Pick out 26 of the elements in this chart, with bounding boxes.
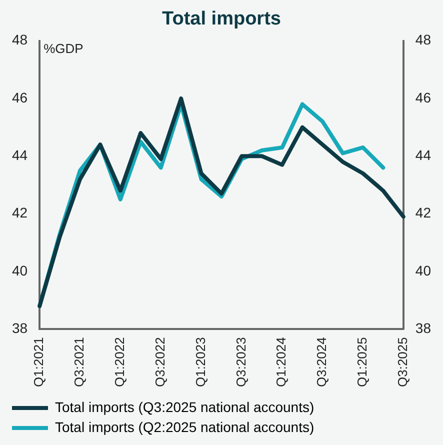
x-tick-label: Q3:2023	[233, 337, 248, 387]
y-tick-label: 46	[12, 89, 28, 106]
x-tick-label: Q1:2025	[354, 337, 370, 387]
y2-tick-label: 40	[415, 262, 432, 278]
x-tick-label: Q1:2022	[112, 337, 128, 387]
y-tick-label: 38	[12, 320, 28, 336]
y-tick-label: 42	[12, 204, 28, 221]
y2-tick-label: 38	[415, 320, 432, 336]
x-tick-label: Q3:2021	[72, 337, 87, 387]
y2-tick-label: 48	[415, 32, 432, 48]
x-tick-label: Q1:2021	[31, 337, 46, 387]
x-tick-label: Q3:2022	[152, 337, 168, 387]
x-tick-label: Q3:2024	[314, 337, 330, 387]
y-tick-label: 44	[12, 146, 28, 163]
x-tick-label: Q3:2025	[395, 337, 410, 387]
y-axis-title: %GDP	[44, 40, 84, 56]
legend-label: Total imports (Q2:2025 national accounts)	[55, 418, 314, 435]
y-tick-label: 40	[12, 262, 28, 278]
y2-tick-label: 46	[415, 89, 432, 106]
y2-tick-label: 42	[415, 204, 432, 221]
x-tick-label: Q1:2024	[274, 337, 289, 387]
x-tick-label: Q1:2023	[192, 337, 208, 387]
y2-tick-label: 44	[415, 146, 432, 163]
chart-title: Total imports	[162, 8, 281, 30]
y-tick-label: 48	[12, 32, 28, 48]
legend-label: Total imports (Q3:2025 national accounts)	[55, 398, 314, 415]
